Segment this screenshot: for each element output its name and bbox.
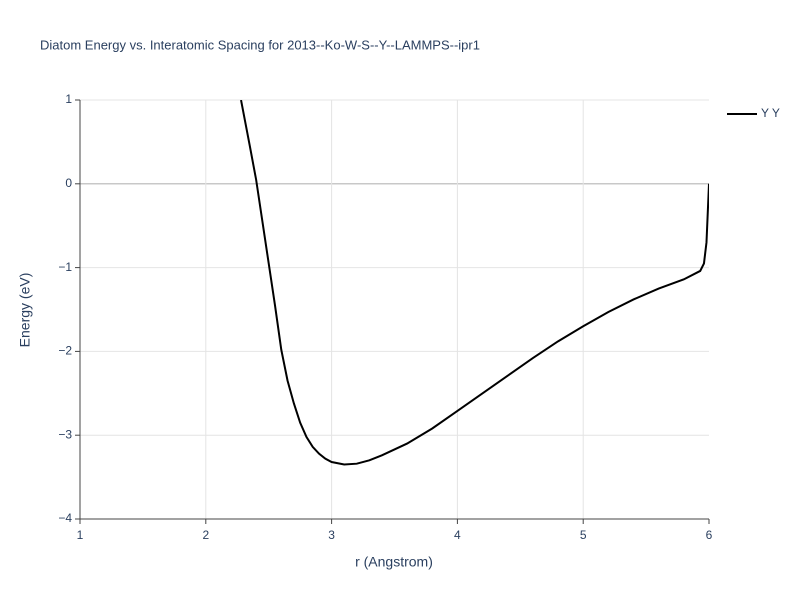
y-axis-label: Energy (eV) [17, 273, 33, 348]
x-tick-label: 2 [202, 528, 209, 542]
x-tick-label: 3 [328, 528, 335, 542]
legend-label: Y Y [761, 106, 780, 120]
x-axis-label: r (Angstrom) [355, 554, 433, 570]
x-tick-label: 6 [706, 528, 713, 542]
y-tick-label: 1 [65, 92, 72, 106]
chart-title: Diatom Energy vs. Interatomic Spacing fo… [40, 37, 480, 52]
line [240, 100, 709, 466]
y-tick-label: 0 [65, 176, 72, 190]
y-tick-label: −2 [58, 344, 72, 358]
x-tick-label: 5 [580, 528, 587, 542]
y-tick-label: −1 [58, 260, 72, 274]
x-tick-label: 1 [77, 528, 84, 542]
x-tick-label: 4 [454, 528, 461, 542]
y-tick-label: −3 [58, 427, 72, 441]
y-tick-label: −4 [58, 511, 72, 525]
